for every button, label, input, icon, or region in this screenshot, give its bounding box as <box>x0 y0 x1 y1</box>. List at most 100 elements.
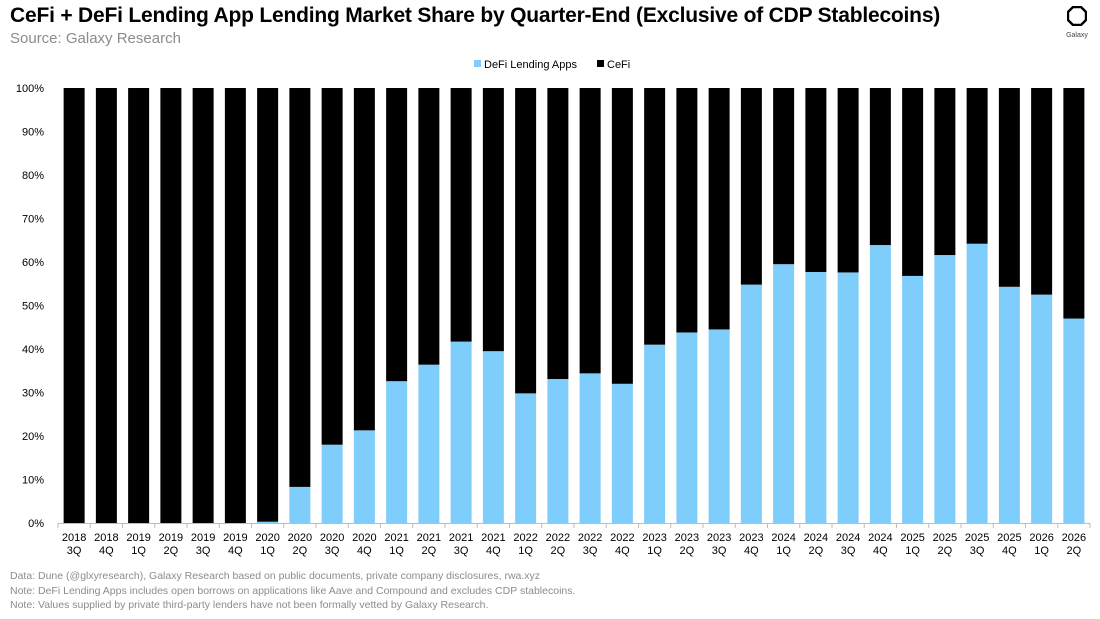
x-tick-label: 2026 2Q <box>1062 532 1086 557</box>
bar-cefi <box>418 88 440 365</box>
bar-defi-lending-apps <box>902 275 924 523</box>
bar-cefi <box>966 88 988 244</box>
x-tick-label: 2024 4Q <box>868 532 892 557</box>
x-axis: 2018 3Q 2018 4Q 2019 1Q 2019 2Q 2019 3Q 2019 4Q 2020… <box>57 523 1091 557</box>
bar-cefi <box>934 88 956 256</box>
y-tick-label: 30% <box>22 388 44 400</box>
bar-defi-lending-apps <box>1031 294 1053 523</box>
stacked-bar-chart: DeFi Lending Apps CeFi 0% 10% 20% 30% 40% 50% 6… <box>16 59 1091 557</box>
bar-defi-lending-apps <box>386 381 408 523</box>
x-tick-label: 2020 3Q <box>320 532 344 557</box>
bar-cefi <box>63 88 85 523</box>
bar-cefi <box>160 88 182 523</box>
x-tick-label: 2023 3Q <box>707 532 731 557</box>
bar-cefi <box>482 88 504 352</box>
bar-defi-lending-apps <box>966 243 988 524</box>
x-tick-label: 2022 3Q <box>578 532 602 557</box>
bar-cefi <box>1031 88 1053 295</box>
bars <box>63 88 1085 524</box>
chart-subtitle: Source: Galaxy Research <box>10 30 181 47</box>
x-tick-label: 2024 3Q <box>836 532 860 557</box>
bar-defi-lending-apps <box>644 344 666 523</box>
x-tick-label: 2025 1Q <box>900 532 924 557</box>
bar-cefi <box>386 88 408 382</box>
chart-legend: DeFi Lending Apps CeFi <box>474 59 630 71</box>
legend-item-cefi: CeFi <box>597 59 630 71</box>
x-tick-label: 2024 2Q <box>804 532 828 557</box>
y-tick-label: 0% <box>28 518 44 530</box>
y-axis: 0% 10% 20% 30% 40% 50% 60% 70% 80% 90% 100% <box>16 83 44 530</box>
x-tick-label: 2018 3Q <box>62 532 86 557</box>
bar-cefi <box>95 88 117 523</box>
y-tick-label: 60% <box>22 257 44 269</box>
legend-label: DeFi Lending Apps <box>484 59 577 71</box>
bar-defi-lending-apps <box>579 373 601 523</box>
bar-cefi <box>869 88 891 246</box>
y-tick-label: 50% <box>22 301 44 313</box>
y-tick-label: 40% <box>22 344 44 356</box>
bar-defi-lending-apps <box>482 351 504 523</box>
x-tick-label: 2020 1Q <box>255 532 279 557</box>
x-tick-label: 2023 1Q <box>642 532 666 557</box>
y-tick-label: 20% <box>22 431 44 443</box>
bar-defi-lending-apps <box>837 272 859 523</box>
bar-cefi <box>547 88 569 380</box>
x-tick-label: 2022 4Q <box>610 532 634 557</box>
x-tick-label: 2019 2Q <box>159 532 183 557</box>
bar-cefi <box>644 88 666 345</box>
bar-defi-lending-apps <box>740 284 762 523</box>
logo-text: Galaxy <box>1066 32 1088 39</box>
bar-cefi <box>805 88 827 273</box>
bar-defi-lending-apps <box>321 444 343 523</box>
chart-title: CeFi + DeFi Lending App Lending Market S… <box>10 4 941 27</box>
x-tick-label: 2021 1Q <box>384 532 408 557</box>
x-tick-label: 2018 4Q <box>94 532 118 557</box>
galaxy-logo-icon <box>1066 5 1088 27</box>
x-tick-label: 2025 2Q <box>933 532 957 557</box>
bar-cefi <box>353 88 375 431</box>
footer-notes: Data: Dune (@glxyresearch), Galaxy Resea… <box>10 569 575 613</box>
bar-defi-lending-apps <box>773 264 795 523</box>
bar-defi-lending-apps <box>353 430 375 523</box>
x-tick-label: 2025 4Q <box>997 532 1021 557</box>
bar-defi-lending-apps <box>708 329 730 523</box>
y-tick-label: 80% <box>22 170 44 182</box>
bar-defi-lending-apps <box>676 332 698 523</box>
bar-defi-lending-apps <box>998 286 1020 523</box>
bar-cefi <box>740 88 762 285</box>
bar-cefi <box>998 88 1020 287</box>
footer-note: Note: DeFi Lending Apps includes open bo… <box>10 584 576 597</box>
x-tick-label: 2023 2Q <box>675 532 699 557</box>
x-tick-label: 2023 4Q <box>739 532 763 557</box>
x-tick-label: 2020 4Q <box>352 532 376 557</box>
x-tick-label: 2021 3Q <box>449 532 473 557</box>
bar-defi-lending-apps <box>869 245 891 523</box>
x-tick-label: 2019 1Q <box>126 532 150 557</box>
bar-cefi <box>450 88 472 342</box>
bar-defi-lending-apps <box>547 379 569 523</box>
bar-cefi <box>128 88 150 523</box>
x-tick-label: 2026 1Q <box>1029 532 1053 557</box>
y-tick-label: 90% <box>22 127 44 139</box>
x-tick-label: 2019 4Q <box>223 532 247 557</box>
bar-cefi <box>611 88 633 384</box>
bar-defi-lending-apps <box>934 255 956 524</box>
galaxy-logo: Galaxy <box>1062 5 1092 39</box>
y-tick-label: 70% <box>22 214 44 226</box>
bar-defi-lending-apps <box>257 521 279 523</box>
bar-cefi <box>579 88 601 374</box>
y-tick-label: 100% <box>16 83 44 95</box>
bar-defi-lending-apps <box>450 341 472 523</box>
x-tick-label: 2022 2Q <box>546 532 570 557</box>
legend-swatch <box>474 60 481 67</box>
bar-defi-lending-apps <box>1063 318 1085 523</box>
bar-cefi <box>676 88 698 333</box>
footer-note: Data: Dune (@glxyresearch), Galaxy Resea… <box>10 570 541 582</box>
x-tick-label: 2022 1Q <box>513 532 537 557</box>
x-tick-label: 2021 2Q <box>417 532 441 557</box>
y-tick-label: 10% <box>22 475 44 487</box>
legend-item-defi-lending-apps: DeFi Lending Apps <box>474 59 577 71</box>
bar-cefi <box>708 88 730 330</box>
x-tick-label: 2021 4Q <box>481 532 505 557</box>
bar-cefi <box>1063 88 1085 319</box>
